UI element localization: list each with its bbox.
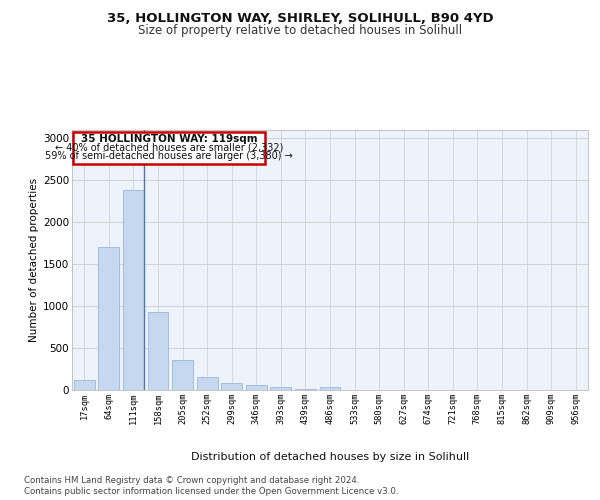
Bar [320,388,340,390]
Text: Contains public sector information licensed under the Open Government Licence v3: Contains public sector information licen… [24,487,398,496]
Bar [295,389,316,390]
Text: 35, HOLLINGTON WAY, SHIRLEY, SOLIHULL, B90 4YD: 35, HOLLINGTON WAY, SHIRLEY, SOLIHULL, B… [107,12,493,26]
Bar [98,248,119,390]
Bar [197,377,218,390]
Y-axis label: Number of detached properties: Number of detached properties [29,178,39,342]
Text: Distribution of detached houses by size in Solihull: Distribution of detached houses by size … [191,452,469,462]
Bar [172,360,193,390]
Bar [123,190,144,390]
Bar [221,384,242,390]
Bar [73,132,265,164]
Bar [148,312,169,390]
Bar [271,387,292,390]
Bar [74,380,95,390]
Bar [246,386,267,390]
Text: 35 HOLLINGTON WAY: 119sqm: 35 HOLLINGTON WAY: 119sqm [81,134,257,144]
Text: ← 40% of detached houses are smaller (2,332): ← 40% of detached houses are smaller (2,… [55,142,283,152]
Text: 59% of semi-detached houses are larger (3,380) →: 59% of semi-detached houses are larger (… [45,151,293,161]
Text: Contains HM Land Registry data © Crown copyright and database right 2024.: Contains HM Land Registry data © Crown c… [24,476,359,485]
Text: Size of property relative to detached houses in Solihull: Size of property relative to detached ho… [138,24,462,37]
